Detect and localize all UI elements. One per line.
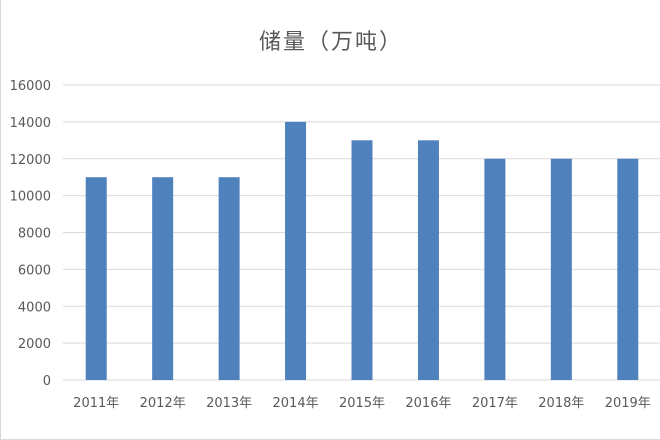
x-tick-label: 2018年 [538,396,584,411]
y-tick-label: 12000 [10,153,51,168]
bars [85,121,639,380]
x-tick-label: 2016年 [405,396,451,411]
bar-2018年 [550,158,572,380]
x-tick-label: 2011年 [73,396,119,411]
y-tick-label: 10000 [10,190,51,205]
bar-2016年 [417,140,439,380]
y-tick-label: 16000 [10,79,51,94]
y-tick-label: 2000 [18,337,51,352]
bar-2017年 [484,158,506,380]
chart-title: 储量（万吨） [258,30,403,55]
bar-2011年 [85,177,107,380]
x-tick-label: 2012年 [140,396,186,411]
y-tick-label: 14000 [10,116,51,131]
x-tick-label: 2015年 [339,396,385,411]
x-tick-label: 2017年 [472,396,518,411]
x-tick-label: 2013年 [206,396,252,411]
y-tick-label: 6000 [18,263,51,278]
y-tick-label: 4000 [18,300,51,315]
bar-2013年 [218,177,240,380]
bar-2012年 [152,177,174,380]
bar-2015年 [351,140,373,380]
bar-2014年 [285,121,307,380]
x-tick-label: 2019年 [605,396,651,411]
y-axis-ticks: 0 2000 4000 6000 8000 10000 12000 14000 16000 [10,79,51,389]
bar-2019年 [617,158,639,380]
x-tick-label: 2014年 [273,396,319,411]
y-tick-label: 8000 [18,227,51,242]
x-axis-ticks: 2011年 2012年 2013年 2014年 2015年 2016年 2017年 2018年… [73,396,651,411]
y-tick-label: 0 [43,374,51,389]
